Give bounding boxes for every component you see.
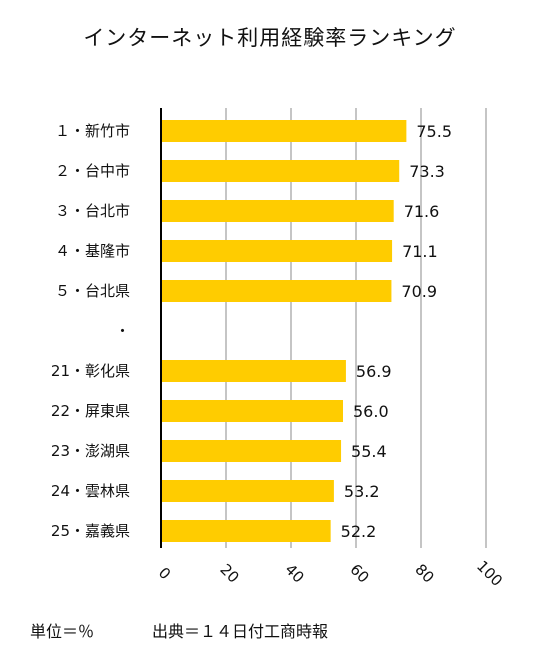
bar [161,440,342,462]
x-tick-label: 40 [281,560,307,586]
category-label: １・新竹市 [55,122,130,140]
bar [161,480,334,502]
category-label: ５・台北県 [55,282,130,300]
x-tick-label: 80 [411,560,437,586]
category-label: 21・彰化県 [51,362,130,380]
labels: １・新竹市 75.5 ２・台中市 73.3 ３・台北市 71.6 ４・基隆市 71.1 ５・台北… [51,122,506,590]
bars [161,120,407,542]
bar [161,400,343,422]
data-label: 70.9 [401,282,437,301]
bar [161,200,394,222]
bar [161,120,407,142]
category-label: 22・屏東県 [51,402,130,420]
category-label: ２・台中市 [55,162,130,180]
data-label: 71.1 [402,242,438,261]
data-label: 56.0 [353,402,389,421]
bar [161,280,392,302]
bar [161,360,346,382]
category-label: ４・基隆市 [55,242,130,260]
data-label: 73.3 [409,162,445,181]
x-tick-label: 0 [155,564,174,583]
bar [161,520,331,542]
data-label: 55.4 [351,442,387,461]
category-label: 23・澎湖県 [51,442,130,460]
data-label: 71.6 [404,202,440,221]
x-tick-label: 100 [473,557,506,590]
category-label: 24・雲林県 [51,482,130,500]
x-tick-label: 20 [216,560,242,586]
x-tick-label: 60 [346,560,372,586]
category-label: 25・嘉義県 [51,522,130,540]
data-label: 56.9 [356,362,392,381]
source-note: 出典＝１４日付工商時報 [152,622,329,641]
data-label: 75.5 [416,122,452,141]
data-label: 52.2 [341,522,377,541]
bar [161,160,400,182]
data-label: 53.2 [344,482,380,501]
category-label: ・ [115,322,130,340]
bar [161,240,393,262]
category-label: ３・台北市 [55,202,130,220]
unit-note: 単位＝％ [30,622,95,641]
chart-title: インターネット利用経験率ランキング [83,26,457,50]
